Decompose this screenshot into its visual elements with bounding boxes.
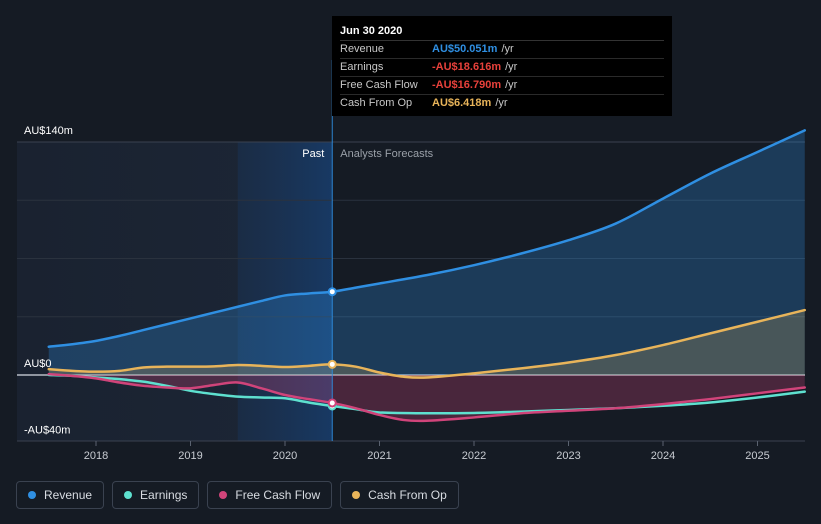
chart-legend: Revenue Earnings Free Cash Flow Cash Fro… [16,481,459,509]
revenue-area [48,130,805,375]
x-tick-label: 2018 [84,450,108,462]
x-tick-label: 2024 [651,450,675,462]
legend-dot-icon [124,491,133,499]
legend-item-free-cash-flow[interactable]: Free Cash Flow [207,481,333,509]
revenue-line [47,129,806,348]
cash-from-op-marker [327,359,337,369]
x-tick-label: 2025 [745,450,769,462]
tooltip-row-free-cash-flow: Free Cash Flow -AU$16.790m /yr [340,77,664,95]
x-tick-label: 2023 [556,450,580,462]
tooltip-value: -AU$16.790m [432,79,502,91]
legend-dot-icon [352,491,361,499]
tooltip-value: AU$6.418m [432,97,492,109]
tooltip-label: Revenue [340,43,385,55]
past-label: Past [302,148,324,160]
y-tick-label: AU$0 [24,358,52,370]
legend-dot-icon [28,491,36,499]
tooltip-row-revenue: Revenue AU$50.051m /yr [340,41,664,59]
tooltip-value: AU$50.051m [432,43,498,55]
legend-item-revenue[interactable]: Revenue [16,481,105,509]
revenue-marker [327,287,337,297]
legend-item-cash-from-op[interactable]: Cash From Op [340,481,459,509]
tooltip-label: Free Cash Flow [340,79,418,91]
highlight-region [237,142,333,441]
tooltip-unit: /yr [505,79,518,91]
legend-item-earnings[interactable]: Earnings [112,481,200,509]
x-tick-label: 2022 [462,450,486,462]
legend-label: Revenue [44,488,93,502]
free-cash-flow-area [48,374,805,421]
y-tick-label: AU$140m [24,125,73,137]
legend-label: Earnings [140,488,188,502]
x-tick-label: 2019 [178,450,202,462]
tooltip-value: -AU$18.616m [432,61,502,73]
hover-tooltip: Jun 30 2020 Revenue AU$50.051m /yr Earni… [332,16,672,116]
legend-dot-icon [219,491,228,499]
free-cash-flow-marker [327,398,337,408]
y-tick-label: -AU$40m [24,425,70,437]
tooltip-date: Jun 30 2020 [340,24,664,41]
cash-from-op-area [48,310,805,378]
tooltip-row-cash-from-op: Cash From Op AU$6.418m /yr [340,95,664,112]
tooltip-label: Cash From Op [340,97,413,109]
tooltip-label: Earnings [340,61,384,73]
forecast-label: Analysts Forecasts [340,148,433,160]
x-tick-label: 2021 [367,450,391,462]
tooltip-unit: /yr [505,61,518,73]
tooltip-unit: /yr [501,43,514,55]
legend-label: Cash From Op [368,488,447,502]
x-tick-label: 2020 [273,450,297,462]
tooltip-row-earnings: Earnings -AU$18.616m /yr [340,59,664,77]
legend-label: Free Cash Flow [235,488,321,502]
tooltip-unit: /yr [495,97,508,109]
